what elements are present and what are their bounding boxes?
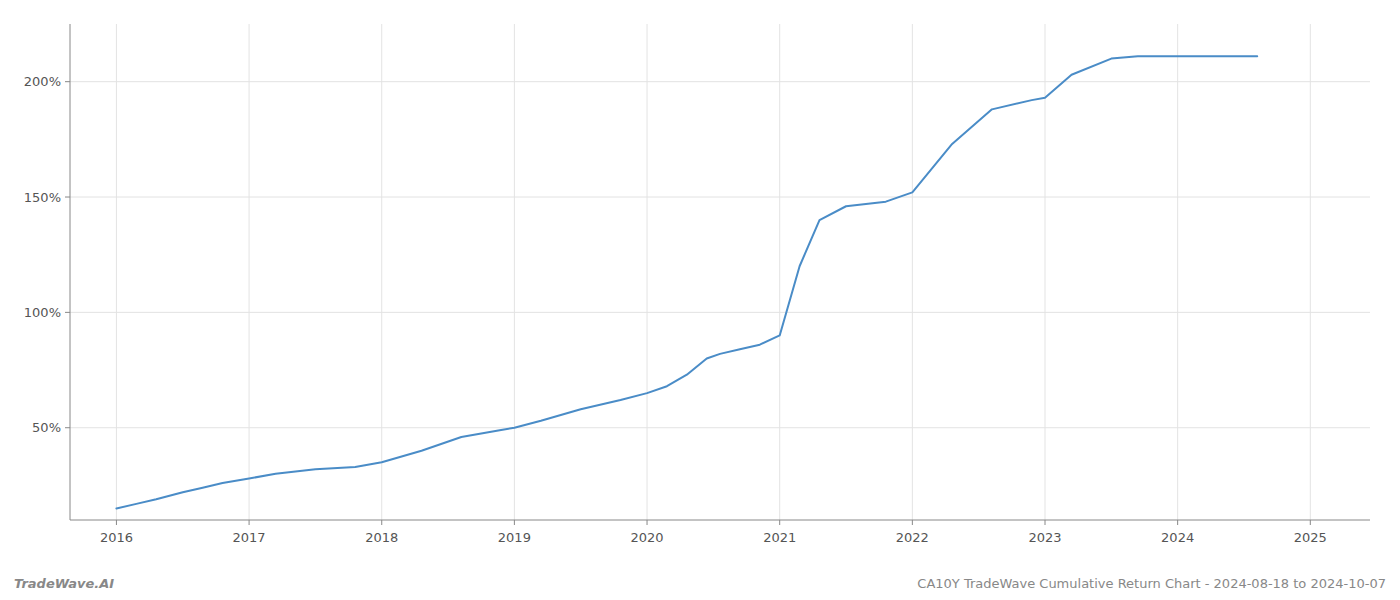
y-tick: [65, 81, 70, 82]
y-tick: [65, 197, 70, 198]
x-tick-label: 2024: [1161, 530, 1194, 545]
grid-line-x: [1310, 24, 1311, 520]
x-tick: [249, 520, 250, 525]
grid-line-x: [1177, 24, 1178, 520]
x-tick-label: 2017: [233, 530, 266, 545]
x-tick-label: 2021: [763, 530, 796, 545]
x-tick-label: 2022: [896, 530, 929, 545]
x-tick-label: 2016: [100, 530, 133, 545]
plot-area: [116, 56, 1257, 508]
watermark: TradeWave.AI: [14, 576, 114, 591]
y-tick: [65, 427, 70, 428]
x-tick: [1177, 520, 1178, 525]
grid-line-x: [647, 24, 648, 520]
x-tick-label: 2019: [498, 530, 531, 545]
grid-line-y: [70, 427, 1370, 428]
x-tick: [381, 520, 382, 525]
grid-line-x: [779, 24, 780, 520]
x-tick: [912, 520, 913, 525]
data-line: [116, 56, 1257, 508]
y-tick-label: 150%: [24, 190, 61, 205]
x-tick: [116, 520, 117, 525]
y-tick-label: 50%: [32, 420, 61, 435]
y-axis-line: [70, 24, 71, 520]
grid-line-y: [70, 197, 1370, 198]
footer: TradeWave.AI CA10Y TradeWave Cumulative R…: [14, 576, 1386, 591]
chart: 2016 2017 2018 2019 2020 2021 2022 2023 2024 2025…: [0, 0, 1400, 600]
background: [0, 0, 1400, 600]
x-tick-label: 2023: [1028, 530, 1061, 545]
y-tick-label: 100%: [24, 305, 61, 320]
grid-line-y: [70, 312, 1370, 313]
title: CA10Y TradeWave Cumulative Return Chart …: [917, 576, 1386, 591]
axes: 2016 2017 2018 2019 2020 2021 2022 2023 2024 2025…: [24, 24, 1370, 545]
grid-line-x: [381, 24, 382, 520]
grid-line-x: [249, 24, 250, 520]
grid-line-x: [514, 24, 515, 520]
y-tick-label: 200%: [24, 74, 61, 89]
grid-line-x: [116, 24, 117, 520]
x-tick-label: 2018: [365, 530, 398, 545]
x-tick: [514, 520, 515, 525]
x-axis-line: [70, 520, 1370, 521]
x-tick-label: 2025: [1294, 530, 1327, 545]
y-tick: [65, 312, 70, 313]
x-tick: [647, 520, 648, 525]
grid: [70, 24, 1370, 520]
x-tick: [779, 520, 780, 525]
x-tick: [1310, 520, 1311, 525]
x-tick-label: 2020: [630, 530, 663, 545]
grid-line-y: [70, 81, 1370, 82]
x-tick: [1045, 520, 1046, 525]
grid-line-x: [912, 24, 913, 520]
